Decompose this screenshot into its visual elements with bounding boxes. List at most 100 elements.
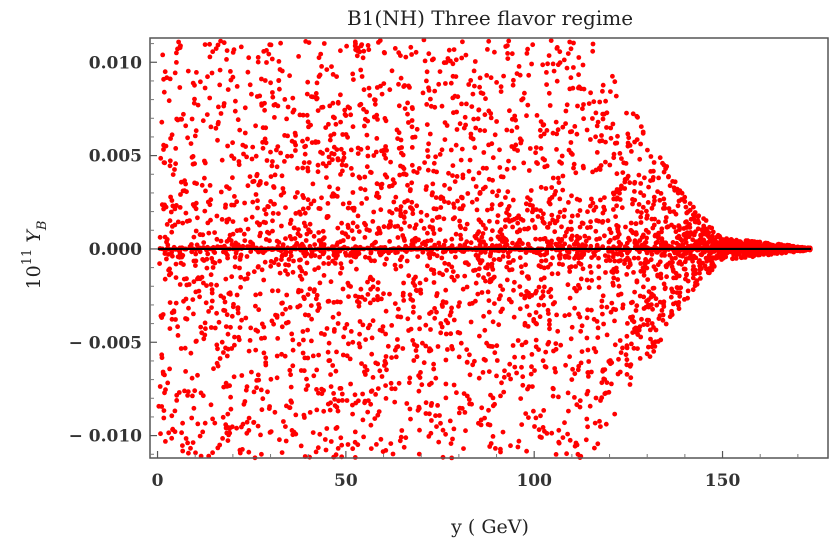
data-point: [204, 265, 210, 271]
data-point: [338, 172, 343, 177]
data-point: [575, 451, 581, 457]
data-point: [320, 228, 326, 234]
data-point: [483, 226, 488, 232]
data-point: [200, 232, 206, 238]
data-point: [462, 226, 468, 232]
data-point: [519, 97, 524, 103]
data-point: [220, 436, 226, 441]
data-point: [453, 231, 459, 237]
data-point: [346, 341, 351, 347]
data-point: [283, 306, 288, 312]
data-point: [256, 307, 262, 313]
data-point: [564, 65, 570, 71]
data-point: [638, 124, 644, 129]
data-point: [259, 267, 265, 273]
data-point: [362, 364, 368, 369]
data-point: [662, 253, 667, 258]
data-point: [464, 347, 470, 352]
data-point: [253, 327, 259, 333]
data-point: [160, 369, 166, 375]
data-point: [603, 159, 608, 165]
data-point: [250, 199, 256, 205]
data-point: [488, 115, 494, 121]
data-point: [233, 98, 238, 104]
data-point: [244, 419, 250, 425]
data-point: [399, 254, 404, 260]
data-point: [517, 227, 523, 233]
data-point: [169, 229, 175, 235]
data-point: [283, 236, 288, 242]
data-point: [310, 353, 316, 359]
data-point: [585, 209, 590, 215]
data-point: [746, 250, 752, 255]
data-point: [356, 398, 361, 404]
data-point: [427, 411, 432, 417]
data-point: [356, 229, 362, 235]
data-point: [320, 161, 326, 167]
data-point: [379, 374, 385, 379]
data-point: [511, 314, 517, 320]
data-point: [287, 305, 293, 310]
data-point: [752, 240, 758, 246]
data-point: [480, 186, 486, 192]
data-point: [201, 336, 207, 342]
data-point: [635, 208, 640, 214]
data-point: [681, 266, 687, 272]
data-point: [628, 220, 634, 226]
data-point: [346, 200, 352, 206]
data-point: [254, 378, 260, 383]
data-point: [387, 87, 393, 93]
data-point: [612, 79, 618, 85]
data-point: [616, 283, 622, 289]
data-point: [529, 61, 534, 67]
data-point: [613, 214, 618, 220]
data-point: [193, 228, 199, 234]
data-point: [352, 392, 358, 398]
data-point: [487, 422, 493, 428]
data-point: [473, 280, 479, 286]
data-point: [190, 393, 195, 399]
data-point: [522, 295, 528, 301]
data-point: [446, 47, 452, 53]
data-point: [672, 179, 678, 185]
data-point: [620, 170, 626, 176]
data-point: [415, 254, 421, 259]
data-point: [210, 416, 216, 422]
data-point: [476, 170, 482, 176]
data-point: [566, 255, 572, 260]
data-point: [327, 358, 333, 363]
data-point: [421, 226, 427, 231]
data-point: [634, 279, 640, 285]
data-point: [425, 263, 430, 269]
data-point: [248, 325, 254, 331]
data-point: [468, 319, 474, 325]
data-point: [344, 353, 350, 359]
data-point: [292, 236, 298, 241]
data-point: [433, 195, 439, 201]
data-point: [456, 410, 462, 416]
data-point: [368, 446, 374, 451]
data-point: [632, 197, 638, 203]
data-point: [586, 374, 591, 379]
data-point: [527, 146, 533, 151]
data-point: [466, 82, 472, 87]
data-point: [224, 430, 230, 436]
data-point: [318, 51, 324, 57]
data-point: [710, 229, 716, 235]
data-point: [439, 147, 445, 153]
data-point: [166, 272, 172, 278]
data-point: [474, 207, 480, 213]
data-point: [338, 261, 344, 267]
data-point: [612, 411, 618, 417]
data-point: [717, 233, 722, 239]
data-point: [274, 164, 280, 170]
data-point: [693, 271, 698, 276]
data-point: [637, 156, 643, 162]
data-point: [309, 316, 314, 322]
data-point: [200, 118, 206, 124]
data-point: [279, 450, 285, 455]
data-point: [350, 124, 356, 130]
data-point: [631, 255, 637, 261]
data-point: [644, 351, 650, 357]
